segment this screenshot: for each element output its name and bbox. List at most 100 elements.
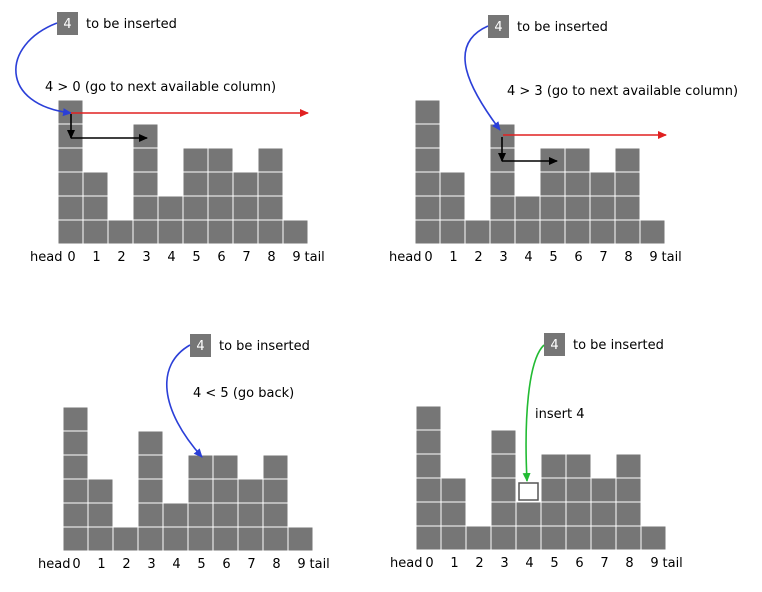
column-cell <box>87 502 114 528</box>
annotation: 4 > 3 (go to next available column) <box>507 84 738 99</box>
column-cell <box>212 526 239 552</box>
column-cell <box>640 525 667 551</box>
column-cell <box>162 502 189 528</box>
element-box <box>57 12 78 35</box>
column-cell <box>564 171 591 197</box>
column-cell <box>614 171 641 197</box>
element-caption: to be inserted <box>573 338 664 353</box>
column-cell <box>590 501 617 527</box>
column-cell <box>414 195 441 221</box>
column-cell <box>440 477 467 503</box>
panel-3: 4 to be inserted 4 < 5 (go back) head 0 1 2… <box>38 334 330 572</box>
column-cell <box>565 525 592 551</box>
column-index-label: 5 <box>550 556 558 571</box>
column-index-label: 3 <box>499 250 507 265</box>
column-cell <box>137 454 164 480</box>
tail-label: tail <box>662 250 682 265</box>
column-cell <box>439 219 466 245</box>
column-cell <box>565 453 592 479</box>
column-index-label: 6 <box>575 556 583 571</box>
column-index-label: 0 <box>425 556 433 571</box>
column-cell <box>415 501 442 527</box>
column-cell <box>415 477 442 503</box>
column-cell <box>182 195 209 221</box>
head-label: head <box>30 250 62 265</box>
column-cell <box>589 171 616 197</box>
column-cell <box>539 147 566 173</box>
column-cell <box>257 171 284 197</box>
column-cell <box>615 453 642 479</box>
column-cell <box>207 171 234 197</box>
column-index-label: 7 <box>247 557 255 572</box>
column-cell <box>262 478 289 504</box>
column-cell <box>489 195 516 221</box>
element-badge: 4 <box>544 333 565 356</box>
column-index-label: 2 <box>122 557 130 572</box>
column-index-label: 5 <box>197 557 205 572</box>
column-index-label: 0 <box>72 557 80 572</box>
column-index-label: 7 <box>599 250 607 265</box>
tail-label: tail <box>305 250 325 265</box>
column-index-label: 8 <box>267 250 275 265</box>
column-index-label: 4 <box>525 556 533 571</box>
column-index-label: 3 <box>147 557 155 572</box>
column-cell <box>564 195 591 221</box>
column-cell <box>162 526 189 552</box>
column-index-label: 3 <box>142 250 150 265</box>
column-index-label: 1 <box>97 557 105 572</box>
column-cell <box>615 525 642 551</box>
column-index-label: 5 <box>192 250 200 265</box>
column-index-label: 6 <box>217 250 225 265</box>
column-cell <box>182 219 209 245</box>
tail-label: tail <box>663 556 683 571</box>
column-cell <box>62 526 89 552</box>
column-cell <box>232 219 259 245</box>
blue-arrow <box>166 344 203 458</box>
column-index-label: 9 <box>650 556 658 571</box>
column-index-label: 0 <box>67 250 75 265</box>
element-value: 4 <box>494 20 502 35</box>
column-cell <box>540 477 567 503</box>
inserted-cell <box>518 482 539 501</box>
column-cell <box>232 195 259 221</box>
element-value: 4 <box>196 339 204 354</box>
column-cell <box>565 501 592 527</box>
column-index-label: 9 <box>297 557 305 572</box>
column-cell <box>262 502 289 528</box>
element-badge: 4 <box>190 334 211 357</box>
column-cell <box>57 219 84 245</box>
column-cell <box>157 195 184 221</box>
column-cell <box>414 147 441 173</box>
column-cell <box>132 123 159 149</box>
column-cell <box>57 171 84 197</box>
element-caption: to be inserted <box>517 20 608 35</box>
column-cell <box>187 526 214 552</box>
column-cell <box>440 525 467 551</box>
column-index-label: 5 <box>549 250 557 265</box>
column-cell <box>590 525 617 551</box>
column-cell <box>439 171 466 197</box>
head-label: head <box>389 250 421 265</box>
axis-labels: head 0 1 2 3 4 5 6 7 8 9 tail <box>30 250 325 265</box>
head-label: head <box>390 556 422 571</box>
column-cell <box>137 502 164 528</box>
panel-1: 4 to be inserted 4 > 0 (go to next avail… <box>15 12 325 265</box>
annotation: 4 > 0 (go to next available column) <box>45 80 276 95</box>
column-cell <box>515 501 542 527</box>
column-cell <box>237 502 264 528</box>
column-index-label: 2 <box>474 250 482 265</box>
column-index-label: 2 <box>117 250 125 265</box>
column-cell <box>262 454 289 480</box>
panel-4: 4 to be inserted insert 4 head 0 1 2 3 4 5 6 7 8 9… <box>390 333 683 571</box>
element-box <box>190 334 211 357</box>
column-cell <box>212 502 239 528</box>
column-cell <box>237 478 264 504</box>
column-cell <box>489 219 516 245</box>
column-cell <box>82 195 109 221</box>
column-cell <box>414 219 441 245</box>
column-cell <box>62 454 89 480</box>
column-cell <box>515 525 542 551</box>
column-cell <box>540 525 567 551</box>
column-index-label: 8 <box>625 556 633 571</box>
column-cell <box>57 195 84 221</box>
